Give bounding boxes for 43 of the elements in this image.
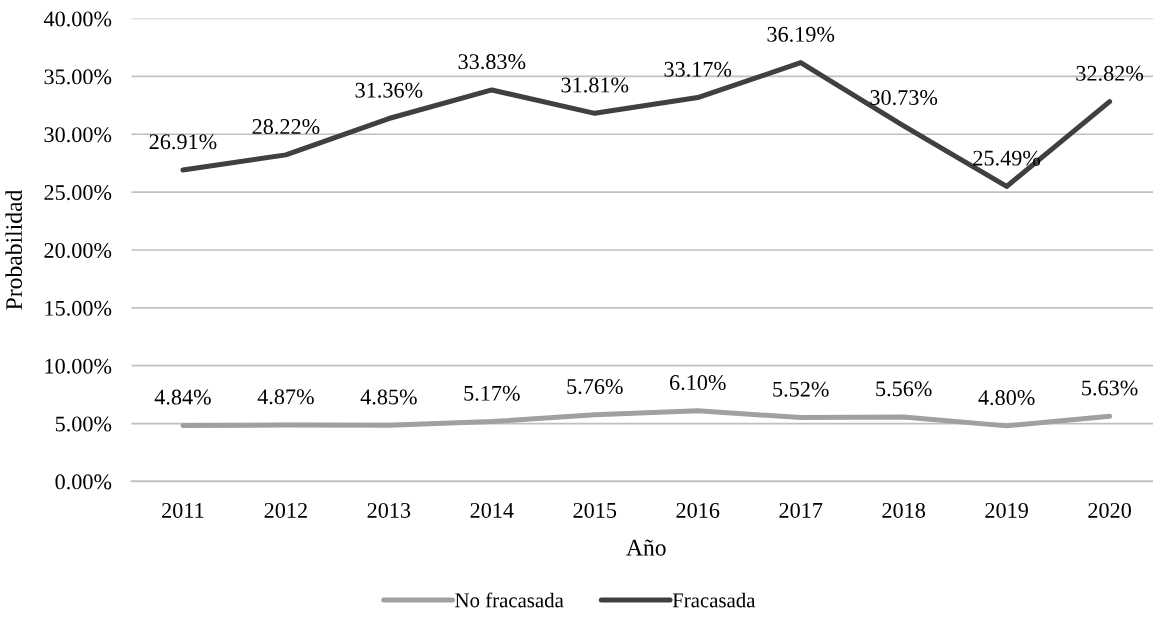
x-axis-title: Año	[626, 539, 666, 556]
legend-label: Fracasada	[672, 592, 756, 608]
y-tick-label: 5.00%	[55, 416, 112, 432]
x-tick-label: 2012	[264, 502, 307, 518]
data-label: 4.87%	[257, 389, 314, 405]
y-tick-label: 0.00%	[55, 474, 112, 490]
data-label: 26.91%	[149, 134, 217, 150]
y-tick-label: 35.00%	[44, 69, 112, 85]
data-label: 31.81%	[561, 77, 629, 93]
x-tick-label: 2017	[779, 502, 823, 518]
data-label: 4.84%	[154, 389, 211, 405]
y-tick-label: 10.00%	[45, 358, 112, 374]
y-tick-label: 20.00%	[44, 242, 112, 259]
data-label: 5.52%	[773, 381, 829, 397]
x-tick-label: 2014	[470, 502, 514, 518]
data-label: 33.17%	[664, 61, 732, 77]
data-label: 4.80%	[978, 390, 1035, 406]
data-label: 5.76%	[567, 378, 623, 395]
x-tick-label: 2016	[676, 502, 720, 518]
y-tick-label: 30.00%	[44, 127, 112, 143]
data-label: 32.82%	[1076, 65, 1144, 81]
y-tick-label: 15.00%	[45, 300, 112, 316]
x-tick-label: 2019	[985, 502, 1028, 518]
y-axis-title: Probabilidad	[5, 189, 23, 310]
data-label: 25.49%	[973, 150, 1041, 166]
legend-label: No fracasada	[455, 592, 564, 608]
data-label: 30.73%	[870, 89, 938, 106]
x-tick-label: 2011	[162, 502, 204, 518]
x-tick-label: 2013	[367, 502, 411, 518]
y-tick-label: 25.00%	[44, 185, 112, 201]
data-label: 5.63%	[1082, 380, 1138, 396]
y-tick-label: 40.00%	[43, 11, 112, 27]
data-label: 33.83%	[458, 54, 526, 70]
x-tick-label: 2018	[882, 502, 926, 518]
data-label: 36.19%	[767, 26, 835, 42]
data-label: 28.22%	[252, 119, 320, 135]
x-tick-label: 2015	[573, 502, 617, 518]
data-label: 4.85%	[360, 389, 417, 405]
data-label: 5.17%	[464, 385, 520, 401]
data-label: 31.36%	[355, 82, 423, 98]
data-label: 5.56%	[876, 381, 932, 397]
x-tick-label: 2020	[1088, 502, 1131, 518]
data-label: 6.10%	[669, 375, 726, 391]
